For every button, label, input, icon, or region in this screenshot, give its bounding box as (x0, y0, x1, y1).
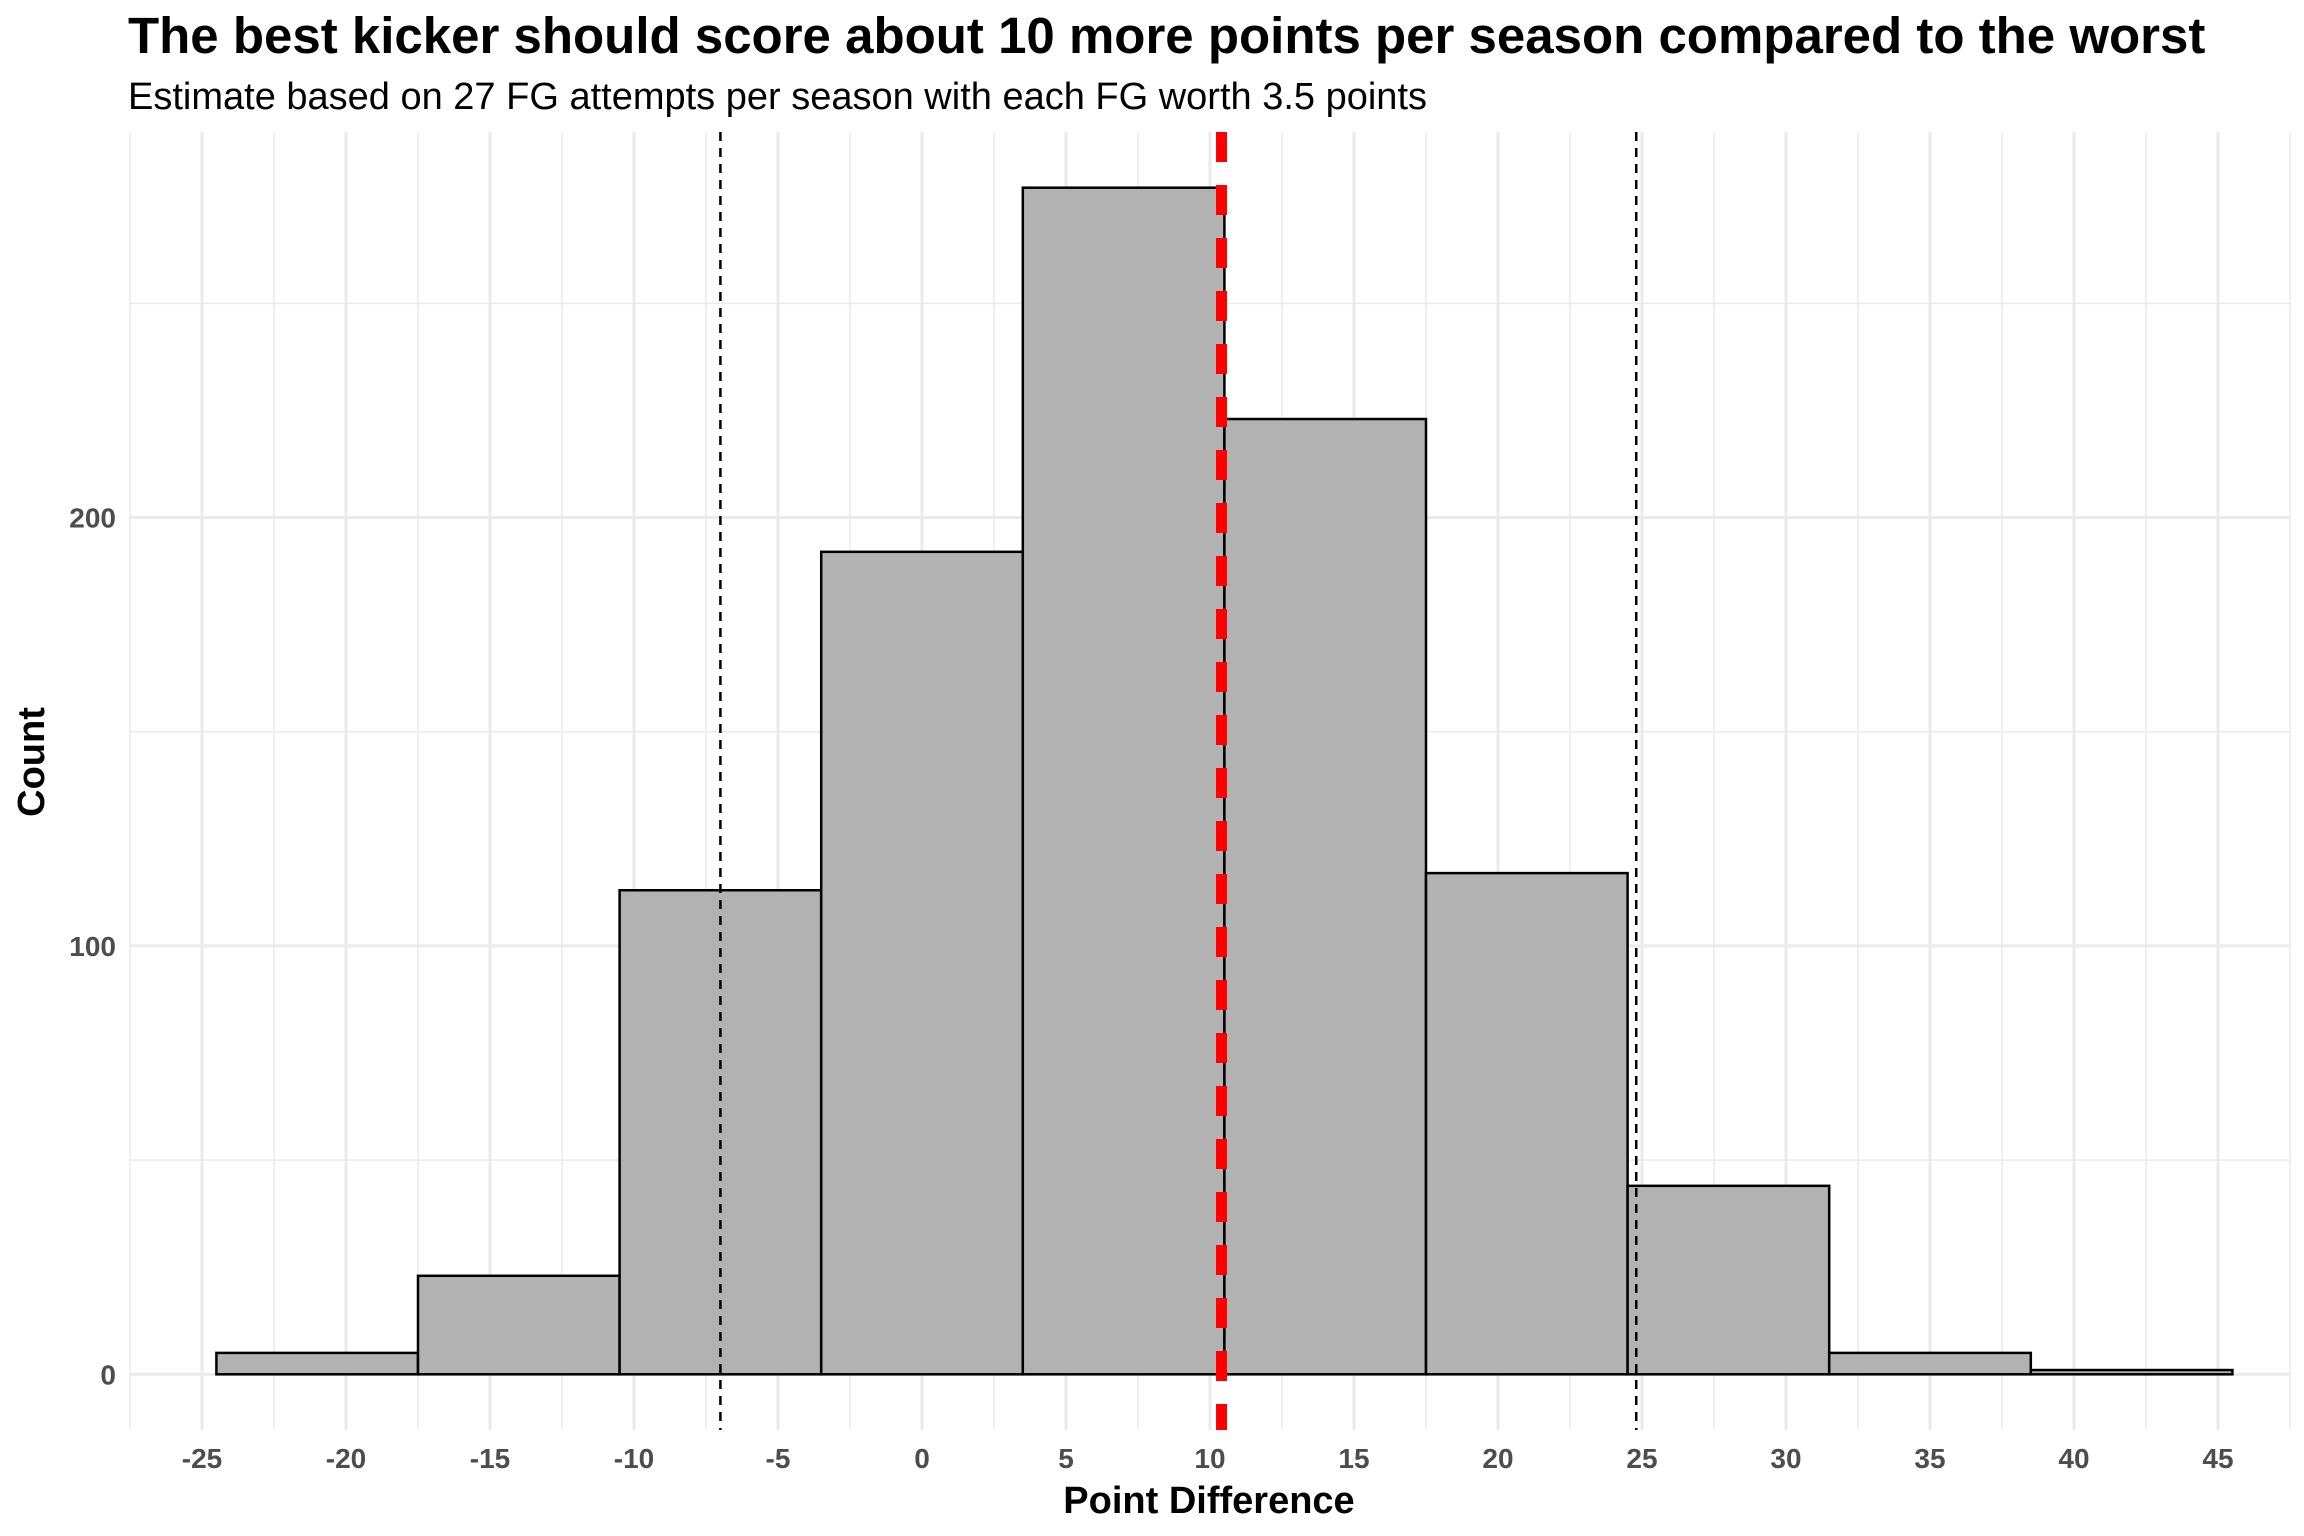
x-tick-label: -15 (470, 1443, 510, 1474)
y-axis-title: Count (11, 707, 53, 817)
histogram-bar-8 (1626, 1184, 1831, 1376)
histogram-bar-6 (1223, 417, 1428, 1376)
histogram-bar-4 (819, 550, 1025, 1376)
x-tick-label: 30 (1770, 1443, 1801, 1474)
x-tick-label: -20 (326, 1443, 366, 1474)
x-tick-label: 25 (1626, 1443, 1657, 1474)
y-tick-label: 200 (69, 503, 116, 534)
x-tick-labels: -25 -20 -15 -10 -5 0 5 10 15 20 25 30 35 40 45 (182, 1443, 2234, 1474)
chart-subtitle: Estimate based on 27 FG attempts per sea… (128, 76, 1427, 118)
chart-title: The best kicker should score about 10 mo… (128, 7, 2206, 64)
histogram-bars (215, 186, 2234, 1376)
x-tick-label: 0 (914, 1443, 930, 1474)
histogram-bar-7 (1424, 871, 1629, 1376)
histogram-bar-9 (1827, 1351, 2033, 1376)
x-tick-label: 20 (1482, 1443, 1513, 1474)
x-tick-label: -10 (614, 1443, 654, 1474)
x-tick-label: 5 (1058, 1443, 1074, 1474)
reference-lines (719, 132, 1638, 1430)
x-tick-label: 10 (1194, 1443, 1225, 1474)
x-tick-label: 40 (2058, 1443, 2089, 1474)
x-tick-label: 45 (2202, 1443, 2233, 1474)
y-tick-label: 0 (100, 1359, 116, 1390)
y-tick-labels: 0 100 200 (69, 503, 116, 1391)
x-tick-label: 35 (1914, 1443, 1945, 1474)
x-tick-label: 15 (1338, 1443, 1369, 1474)
histogram-bar-10 (2029, 1368, 2234, 1376)
y-tick-label: 100 (69, 931, 116, 962)
histogram-bar-1 (215, 1351, 420, 1376)
x-tick-label: -25 (182, 1443, 222, 1474)
x-axis-title: Point Difference (1063, 1480, 1354, 1522)
x-tick-label: -5 (766, 1443, 791, 1474)
histogram-bar-2 (416, 1274, 621, 1376)
histogram-bar-5 (1021, 186, 1226, 1376)
